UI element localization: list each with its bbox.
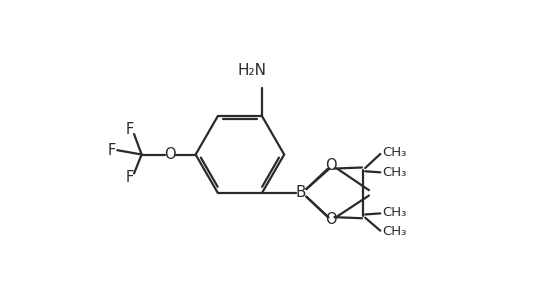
Text: H₂N: H₂N xyxy=(238,63,267,78)
Text: CH₃: CH₃ xyxy=(382,206,406,219)
Text: CH₃: CH₃ xyxy=(382,146,406,159)
Text: F: F xyxy=(108,143,116,158)
Text: F: F xyxy=(125,122,134,137)
Text: F: F xyxy=(125,170,134,185)
Text: O: O xyxy=(325,158,337,173)
Text: O: O xyxy=(164,147,175,162)
Text: B: B xyxy=(296,185,306,200)
Text: CH₃: CH₃ xyxy=(382,225,406,238)
Text: CH₃: CH₃ xyxy=(382,166,406,179)
Text: O: O xyxy=(325,212,337,227)
